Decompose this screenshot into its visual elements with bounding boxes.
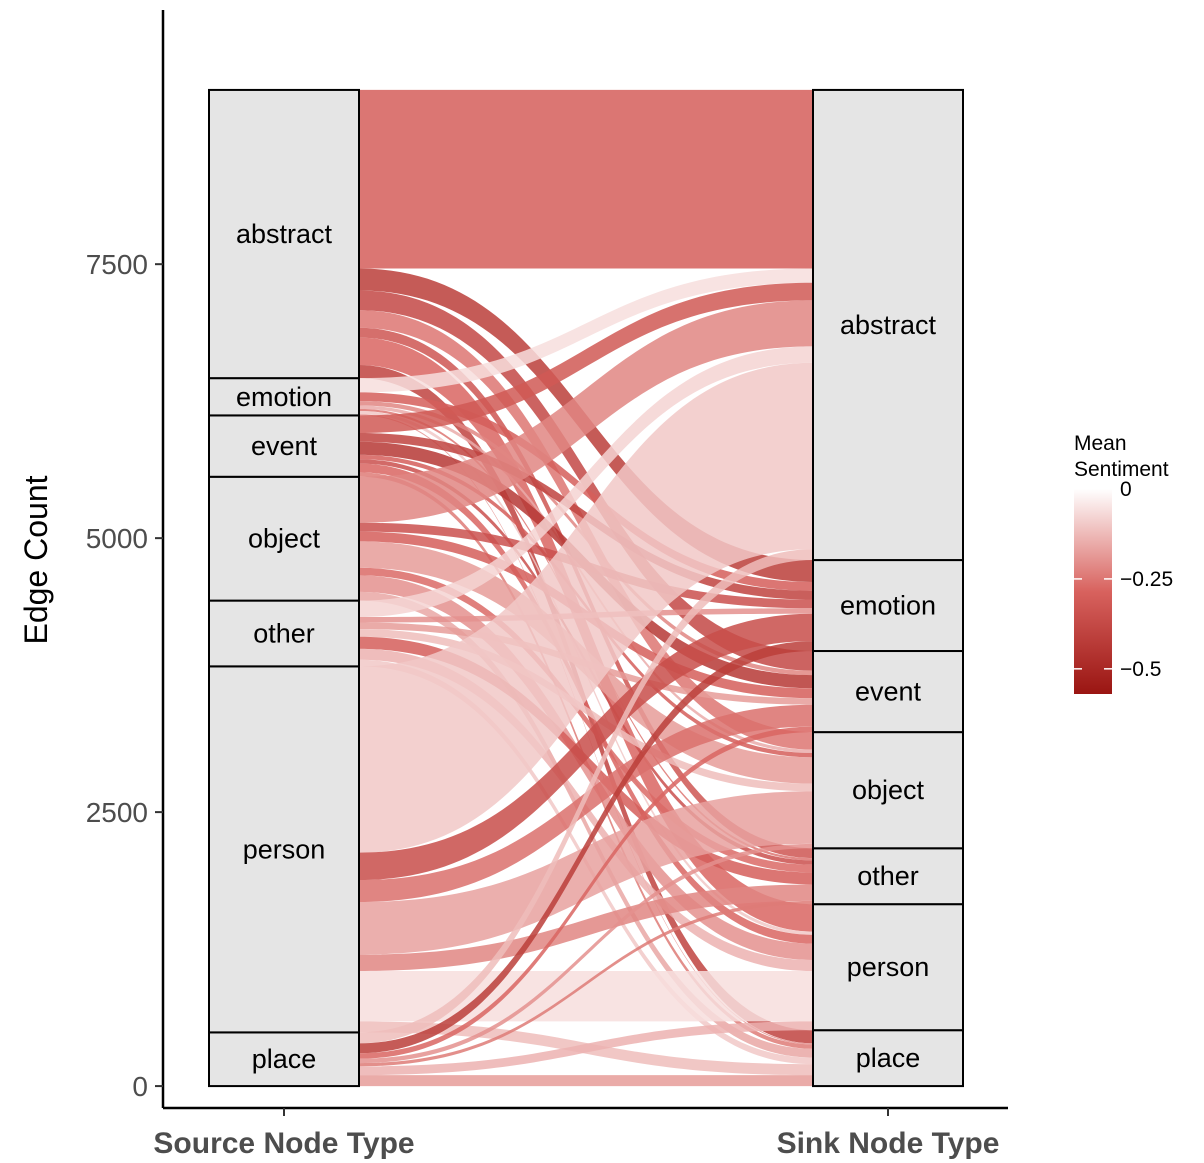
flow-object-to-person <box>359 575 813 961</box>
legend: Mean Sentiment 0 −0.25 −0.5 <box>1074 432 1173 694</box>
legend-tick-label: −0.5 <box>1120 658 1161 681</box>
source-node-other <box>208 599 360 668</box>
legend-tick-label: −0.25 <box>1120 568 1173 591</box>
flow-emotion-to-emotion <box>359 392 813 591</box>
x-tick-label-source: Source Node Type <box>153 1127 414 1160</box>
sink-node-label-object: object <box>852 775 925 805</box>
flow-abstract-to-abstract <box>359 89 813 269</box>
flow-person-to-person <box>359 971 813 1022</box>
y-tick-label: 7500 <box>86 249 148 280</box>
sink-node-label-abstract: abstract <box>840 310 937 340</box>
flow-person-to-object <box>359 791 813 955</box>
y-tick-label: 5000 <box>86 523 148 554</box>
legend-ticks: 0 −0.25 −0.5 <box>1074 478 1173 681</box>
flow-object-to-abstract <box>359 300 813 523</box>
flow-place-to-event <box>359 726 813 1059</box>
sink-node-place <box>812 1029 964 1088</box>
flow-emotion-to-place <box>359 414 813 1045</box>
flows-layer <box>359 89 813 1087</box>
source-node-label-event: event <box>251 431 318 461</box>
sink-node-label-event: event <box>855 677 922 707</box>
flow-other-to-object <box>359 629 813 792</box>
sink-node-label-place: place <box>856 1043 921 1073</box>
sink-node-other <box>812 847 964 906</box>
sink-node-label-person: person <box>847 952 930 982</box>
source-node-label-other: other <box>253 618 315 648</box>
flow-place-to-object <box>359 843 813 1064</box>
sink-node-abstract <box>812 88 964 562</box>
sink-node-person <box>812 903 964 1032</box>
flow-place-to-person <box>359 1021 813 1076</box>
sink-node-emotion <box>812 559 964 653</box>
flow-object-to-other <box>359 567 813 873</box>
source-node-place <box>208 1031 360 1088</box>
legend-title-line-2: Sentiment <box>1074 458 1169 481</box>
source-node-label-place: place <box>252 1044 317 1074</box>
x-tick-label-sink: Sink Node Type <box>777 1127 1000 1160</box>
source-node-label-emotion: emotion <box>236 382 332 412</box>
source-node-emotion <box>208 377 360 417</box>
flow-event-to-person <box>359 463 813 944</box>
flow-object-to-place <box>359 591 813 1058</box>
flow-place-to-emotion <box>359 641 813 1054</box>
flow-person-to-other <box>359 884 813 972</box>
legend-colorbar <box>1074 489 1112 694</box>
flow-person-to-abstract <box>359 362 813 853</box>
y-axis-title: Edge Count <box>18 475 54 644</box>
sink-node-label-emotion: emotion <box>840 591 936 621</box>
y-tick-label: 2500 <box>86 797 148 828</box>
legend-tick-label: 0 <box>1120 478 1132 501</box>
flow-person-to-event <box>359 704 813 902</box>
nodes-layer: place person other object event emotion abstra… <box>208 88 964 1088</box>
flow-place-to-abstract <box>359 549 813 1044</box>
flow-person-to-emotion <box>359 613 813 881</box>
source-node-label-person: person <box>243 834 326 864</box>
y-axis-ticks: 0 2500 5000 7500 <box>86 249 163 1102</box>
y-tick-label: 0 <box>132 1071 148 1102</box>
flow-place-to-other <box>359 900 813 1067</box>
sink-node-label-other: other <box>857 861 919 891</box>
flow-other-to-abstract <box>359 346 813 618</box>
source-node-person <box>208 665 360 1034</box>
source-node-label-abstract: abstract <box>236 219 333 249</box>
legend-title: Mean <box>1074 432 1127 455</box>
source-node-abstract <box>208 88 360 380</box>
flow-emotion-to-abstract <box>359 268 813 393</box>
flow-event-to-abstract <box>359 282 813 433</box>
flow-place-to-place <box>359 1075 813 1087</box>
source-node-label-object: object <box>248 524 321 554</box>
source-node-event <box>208 414 360 478</box>
sink-node-object <box>812 731 964 850</box>
